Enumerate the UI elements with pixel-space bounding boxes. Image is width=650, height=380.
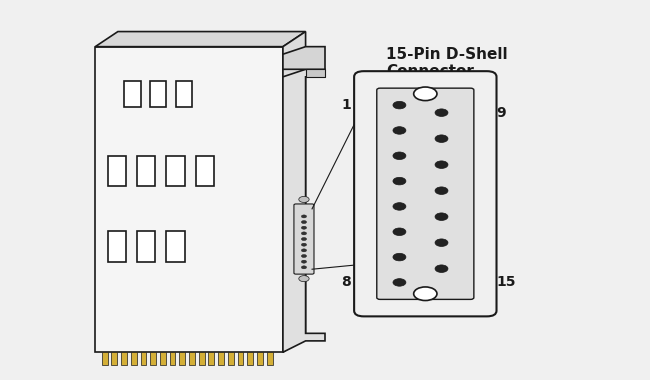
Polygon shape xyxy=(266,352,272,366)
Polygon shape xyxy=(140,352,146,366)
Polygon shape xyxy=(166,231,185,262)
Text: 1: 1 xyxy=(341,98,351,112)
FancyBboxPatch shape xyxy=(377,88,474,299)
Polygon shape xyxy=(137,231,155,262)
Polygon shape xyxy=(160,352,166,366)
Circle shape xyxy=(435,239,448,247)
Circle shape xyxy=(413,87,437,101)
Polygon shape xyxy=(228,352,234,366)
Circle shape xyxy=(393,279,406,286)
Polygon shape xyxy=(96,32,305,47)
Polygon shape xyxy=(196,156,214,186)
FancyBboxPatch shape xyxy=(294,204,314,274)
Circle shape xyxy=(393,253,406,261)
Circle shape xyxy=(393,177,406,185)
Circle shape xyxy=(435,213,448,220)
Circle shape xyxy=(302,266,307,269)
Circle shape xyxy=(299,276,309,282)
Circle shape xyxy=(302,255,307,258)
Circle shape xyxy=(393,228,406,236)
Polygon shape xyxy=(306,69,325,77)
Polygon shape xyxy=(218,352,224,366)
Circle shape xyxy=(302,226,307,229)
FancyBboxPatch shape xyxy=(354,71,497,317)
Polygon shape xyxy=(166,156,185,186)
Circle shape xyxy=(302,238,307,241)
Polygon shape xyxy=(283,32,306,352)
Polygon shape xyxy=(108,156,126,186)
Polygon shape xyxy=(189,352,195,366)
Polygon shape xyxy=(238,352,244,366)
Polygon shape xyxy=(283,69,325,352)
Circle shape xyxy=(302,220,307,223)
Polygon shape xyxy=(209,352,214,366)
Circle shape xyxy=(302,243,307,246)
Polygon shape xyxy=(131,352,136,366)
Polygon shape xyxy=(121,352,127,366)
Polygon shape xyxy=(176,81,192,107)
Circle shape xyxy=(302,260,307,263)
Polygon shape xyxy=(150,81,166,107)
Polygon shape xyxy=(96,47,283,352)
Circle shape xyxy=(393,101,406,109)
Polygon shape xyxy=(179,352,185,366)
Circle shape xyxy=(393,152,406,160)
Text: 9: 9 xyxy=(497,106,506,120)
Polygon shape xyxy=(108,231,126,262)
Circle shape xyxy=(302,249,307,252)
Polygon shape xyxy=(199,352,205,366)
Polygon shape xyxy=(248,352,253,366)
Circle shape xyxy=(435,187,448,195)
Circle shape xyxy=(302,215,307,218)
Polygon shape xyxy=(283,47,325,69)
Circle shape xyxy=(435,265,448,272)
Circle shape xyxy=(302,232,307,235)
Circle shape xyxy=(435,109,448,116)
Polygon shape xyxy=(101,352,107,366)
Circle shape xyxy=(299,196,309,203)
Polygon shape xyxy=(137,156,155,186)
Polygon shape xyxy=(124,81,140,107)
Polygon shape xyxy=(111,352,117,366)
Text: 8: 8 xyxy=(341,276,351,290)
Circle shape xyxy=(393,203,406,210)
Circle shape xyxy=(435,135,448,142)
Circle shape xyxy=(393,127,406,134)
Polygon shape xyxy=(257,352,263,366)
Circle shape xyxy=(413,287,437,301)
Polygon shape xyxy=(150,352,156,366)
Text: 15-Pin D-Shell
Connector: 15-Pin D-Shell Connector xyxy=(387,47,508,79)
Text: 15: 15 xyxy=(497,276,516,290)
Polygon shape xyxy=(170,352,176,366)
Circle shape xyxy=(435,161,448,168)
